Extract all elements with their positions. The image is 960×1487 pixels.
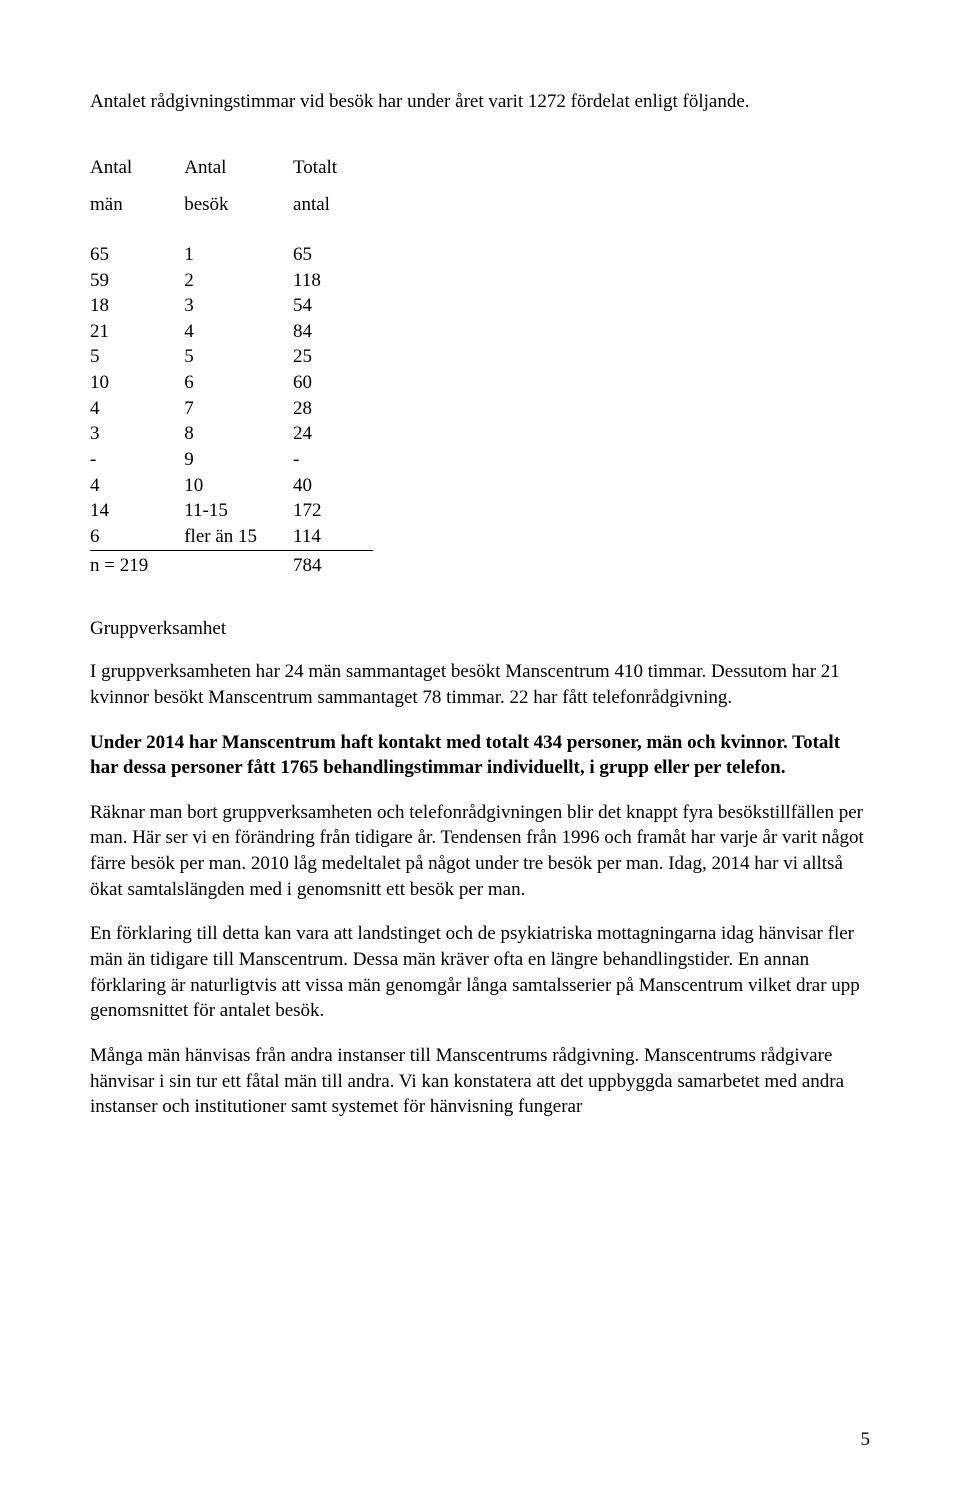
- table-header-col3a: Totalt: [293, 155, 373, 193]
- table-cell: 65: [90, 242, 184, 268]
- table-cell: 59: [90, 268, 184, 294]
- table-header-col2a: Antal: [184, 155, 293, 193]
- table-cell: 114: [293, 524, 373, 550]
- table-cell: 10: [90, 370, 184, 396]
- table-cell: 118: [293, 268, 373, 294]
- table-cell: 65: [293, 242, 373, 268]
- table-cell: [184, 550, 293, 578]
- table-cell: 54: [293, 293, 373, 319]
- table-cell: 24: [293, 421, 373, 447]
- table-cell: 11-15: [184, 498, 293, 524]
- table-cell: 7: [184, 396, 293, 422]
- visits-table: Antal Antal Totalt män besök antal 65 1 …: [90, 155, 373, 579]
- table-cell: 4: [90, 396, 184, 422]
- table-cell: 6: [90, 524, 184, 550]
- table-cell: 28: [293, 396, 373, 422]
- intro-paragraph: Antalet rådgivningstimmar vid besök har …: [90, 89, 870, 115]
- table-cell: -: [293, 447, 373, 473]
- table-cell: 5: [184, 344, 293, 370]
- table-sum-row: n = 219 784: [90, 550, 373, 578]
- table-cell: n = 219: [90, 550, 184, 578]
- table-header-col3b: antal: [293, 192, 373, 230]
- table-row: - 9 -: [90, 447, 373, 473]
- table-cell: 5: [90, 344, 184, 370]
- table-row: 59 2 118: [90, 268, 373, 294]
- table-cell: 25: [293, 344, 373, 370]
- table-row: 65 1 65: [90, 242, 373, 268]
- table-header-col1a: Antal: [90, 155, 184, 193]
- table-row: 5 5 25: [90, 344, 373, 370]
- paragraph-explanation: En förklaring till detta kan vara att la…: [90, 921, 870, 1024]
- table-row: 14 11-15 172: [90, 498, 373, 524]
- table-cell: 8: [184, 421, 293, 447]
- table-header-col1b: män: [90, 192, 184, 230]
- table-cell: 21: [90, 319, 184, 345]
- table-cell: 2: [184, 268, 293, 294]
- visits-table-wrap: Antal Antal Totalt män besök antal 65 1 …: [90, 155, 870, 579]
- table-row: 3 8 24: [90, 421, 373, 447]
- section-title: Gruppverksamhet: [90, 618, 870, 640]
- paragraph-gruppverksamhet: I gruppverksamheten har 24 män sammantag…: [90, 659, 870, 710]
- paragraph-referrals: Många män hänvisas från andra instanser …: [90, 1043, 870, 1120]
- table-cell: 3: [184, 293, 293, 319]
- document-page: Antalet rådgivningstimmar vid besök har …: [0, 0, 960, 1487]
- table-cell: 9: [184, 447, 293, 473]
- table-cell: 3: [90, 421, 184, 447]
- table-cell: 60: [293, 370, 373, 396]
- table-cell: fler än 15: [184, 524, 293, 550]
- table-cell: 40: [293, 473, 373, 499]
- paragraph-visits-per-man: Räknar man bort gruppverksamheten och te…: [90, 800, 870, 903]
- table-header-row-2: män besök antal: [90, 192, 373, 230]
- table-cell: 172: [293, 498, 373, 524]
- paragraph-bold-summary: Under 2014 har Manscentrum haft kontakt …: [90, 730, 870, 781]
- table-cell: 4: [184, 319, 293, 345]
- table-spacer-row: [90, 230, 373, 242]
- table-cell: 10: [184, 473, 293, 499]
- table-cell: 84: [293, 319, 373, 345]
- table-row: 21 4 84: [90, 319, 373, 345]
- table-cell: 6: [184, 370, 293, 396]
- table-cell: -: [90, 447, 184, 473]
- table-cell: 14: [90, 498, 184, 524]
- table-underline-row: 6 fler än 15 114: [90, 524, 373, 550]
- table-row: 4 10 40: [90, 473, 373, 499]
- table-cell: 18: [90, 293, 184, 319]
- table-header-row-1: Antal Antal Totalt: [90, 155, 373, 193]
- table-cell: 784: [293, 550, 373, 578]
- table-row: 4 7 28: [90, 396, 373, 422]
- table-cell: 1: [184, 242, 293, 268]
- page-number: 5: [861, 1429, 871, 1451]
- table-header-col2b: besök: [184, 192, 293, 230]
- table-row: 18 3 54: [90, 293, 373, 319]
- table-row: 10 6 60: [90, 370, 373, 396]
- table-cell: 4: [90, 473, 184, 499]
